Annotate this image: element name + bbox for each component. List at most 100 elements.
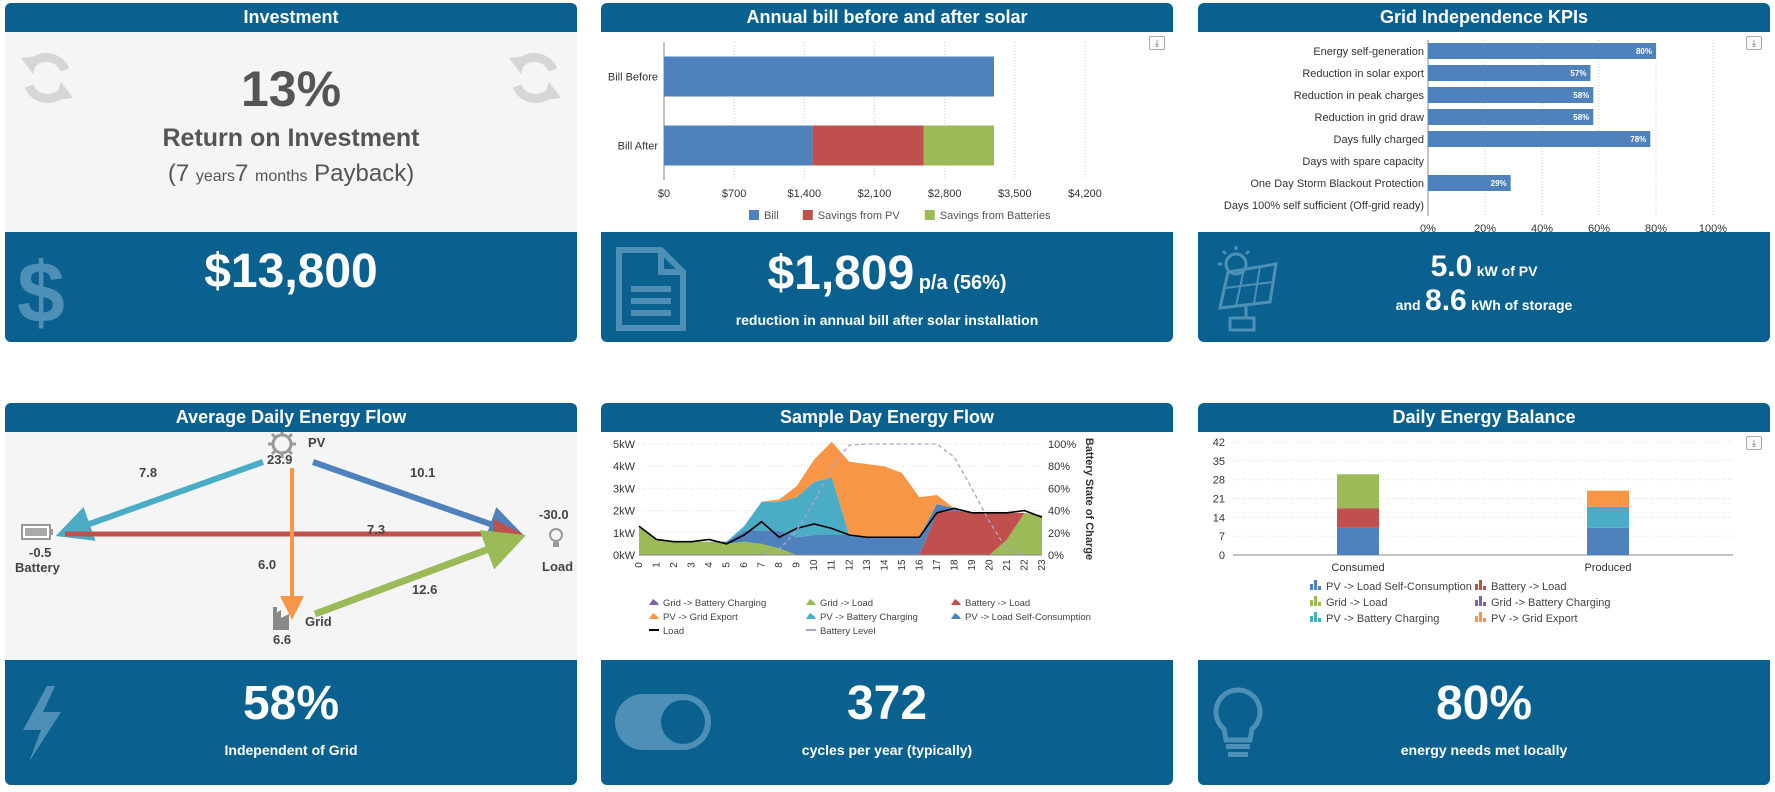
- category-label: Produced: [1584, 562, 1631, 574]
- bar-savings-from-pv: [812, 125, 924, 166]
- stacked-bar-segment: [1337, 508, 1379, 528]
- kpi-bar: [1428, 175, 1511, 191]
- kpi-category-label: Reduction in grid draw: [1315, 112, 1425, 124]
- x-tick-label: 60%: [1588, 223, 1610, 232]
- x-tick-label: 11: [827, 559, 838, 570]
- pv-unit: kW of PV: [1476, 263, 1538, 279]
- x-tick-label: $0: [658, 188, 670, 200]
- legend-swatch: [1475, 616, 1478, 622]
- payback-label: Payback): [314, 160, 415, 187]
- x-tick-label: $1,400: [788, 188, 822, 200]
- x-tick-label: $2,800: [928, 188, 962, 200]
- stacked-bar-segment: [1587, 506, 1629, 528]
- kpi-category-label: Days fully charged: [1334, 134, 1425, 146]
- legend-label: PV -> Load Self-Consumption: [1326, 581, 1472, 593]
- kpi-data-label: 58%: [1573, 113, 1589, 122]
- kpi-bar: [1428, 43, 1656, 59]
- kpi-data-label: 78%: [1630, 135, 1646, 144]
- x-tick-label: 20%: [1474, 223, 1496, 232]
- legend-label: Battery Level: [820, 626, 875, 637]
- legend-swatch: [1310, 616, 1313, 622]
- y-tick-label: 28: [1213, 475, 1225, 487]
- legend-swatch: [951, 599, 961, 605]
- legend-label: Grid -> Load: [820, 598, 873, 609]
- grid-value: 6.6: [273, 632, 292, 647]
- legend-swatch: [1310, 584, 1313, 590]
- x-tick-label: 19: [967, 559, 978, 571]
- x-tick-label: 100%: [1699, 223, 1727, 232]
- balance-export-icon[interactable]: ⤓: [1746, 436, 1762, 450]
- legend-label: PV -> Load Self-Consumption: [965, 612, 1091, 623]
- kpi-data-label: 29%: [1491, 179, 1507, 188]
- flow-arrow-grid-load: [313, 530, 527, 618]
- y-tick-label: 3kW: [613, 483, 636, 495]
- kpis-footer: 5.0 kW of PV and 8.6 kWh of storage: [1198, 232, 1770, 342]
- avg-flow-panel: Average Daily Energy Flow: [5, 403, 577, 785]
- kpi-bar: [1428, 87, 1594, 103]
- payback-line: (7 years7 months Payback): [5, 160, 577, 188]
- investment-panel: Investment 13% Return on Investment (7 y…: [5, 3, 577, 342]
- kpis-chart-area: ⤓ 0% 20% 40% 60% 80% 100% Energy self-generati…: [1198, 32, 1770, 232]
- annual-bill-title: Annual bill before and after solar: [601, 3, 1173, 32]
- x-tick-label: $3,500: [998, 188, 1032, 200]
- pv-node-value: 23.9: [267, 452, 293, 467]
- x-tick-label: 12: [844, 559, 855, 571]
- grid-label: Grid: [305, 614, 332, 629]
- x-tick-label: 0%: [1420, 223, 1436, 232]
- y2-axis-label: Battery State of Charge: [1083, 438, 1095, 560]
- x-tick-label: 21: [1002, 559, 1013, 571]
- balance-panel: Daily Energy Balance ⤓ 0 7 14 21 28 35 42 Consu…: [1198, 403, 1770, 785]
- legend-swatch: [1314, 612, 1317, 622]
- battery-icon: [21, 524, 53, 540]
- x-tick-label: 8: [774, 562, 785, 568]
- load-bulb-icon: [549, 528, 563, 547]
- document-icon: [616, 247, 686, 331]
- legend-swatch: [649, 599, 659, 605]
- payback-months: 7: [234, 160, 249, 187]
- legend-swatch: [749, 210, 759, 220]
- y-tick-label: 14: [1213, 512, 1225, 524]
- kpi-export-icon[interactable]: ⤓: [1746, 36, 1762, 50]
- legend-label: PV -> Grid Export: [1491, 613, 1578, 625]
- legend-swatch: [1479, 580, 1482, 590]
- x-tick-label: 14: [879, 559, 890, 571]
- investment-body: 13% Return on Investment (7 years7 month…: [5, 32, 577, 232]
- lightning-icon: [23, 686, 61, 762]
- legend-swatch: [1314, 596, 1317, 606]
- legend-label: Load: [663, 626, 684, 637]
- battery-label: Battery: [15, 560, 60, 575]
- balance-chart-area: ⤓ 0 7 14 21 28 35 42 Consumed Produced PV -> Load…: [1198, 432, 1770, 660]
- x-tick-label: 9: [792, 562, 803, 568]
- balance-chart: 0 7 14 21 28 35 42 Consumed Produced PV -> Load S…: [1213, 437, 1733, 625]
- y-tick-label: 1kW: [613, 528, 636, 540]
- payback-years: 7: [175, 160, 190, 187]
- x-tick-label: 23: [1037, 559, 1048, 571]
- export-icon[interactable]: ⤓: [1149, 36, 1165, 50]
- y-tick-label: 0kW: [613, 550, 636, 562]
- legend-swatch: [1318, 602, 1321, 606]
- payback-open: (: [167, 160, 176, 187]
- energy-flow-diagram: [21, 432, 563, 630]
- pv-line: 5.0 kW of PV: [1198, 250, 1770, 284]
- saving-line: $1,809 p/a (56%): [601, 246, 1173, 301]
- investment-title: Investment: [5, 3, 577, 32]
- factory-icon: [273, 607, 289, 630]
- y-tick-label: 4kW: [613, 461, 636, 473]
- flow-grid-load: 12.6: [412, 582, 438, 597]
- balance-footer: 80% energy needs met locally: [1198, 660, 1770, 785]
- legend-label: Grid -> Load: [1326, 597, 1387, 609]
- legend-swatch: [1483, 618, 1486, 622]
- x-tick-label: 4: [704, 562, 715, 568]
- area-pv-load-self-consumption: [639, 503, 1042, 555]
- bar-bill: [664, 125, 813, 166]
- x-tick-label: $2,100: [858, 188, 892, 200]
- bar-bill: [664, 56, 994, 97]
- legend-swatch: [1475, 584, 1478, 590]
- legend-label: Savings from PV: [818, 210, 901, 222]
- x-tick-label: 17: [932, 559, 943, 571]
- stacked-bar-segment: [1587, 527, 1629, 555]
- kpi-category-label: Energy self-generation: [1313, 46, 1424, 58]
- balance-title: Daily Energy Balance: [1198, 403, 1770, 432]
- cycles-value: 372: [846, 677, 928, 730]
- saving-unit: p/a (56%): [918, 272, 1007, 294]
